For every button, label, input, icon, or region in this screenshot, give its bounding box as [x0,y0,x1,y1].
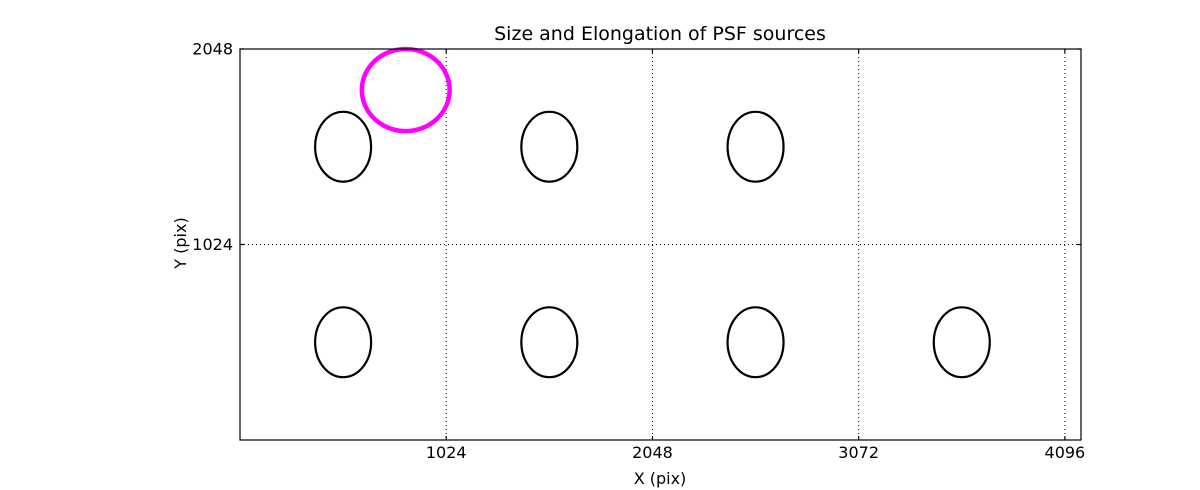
x-axis-label: X (pix) [634,469,687,488]
x-tick-label: 1024 [426,443,467,462]
reference-ellipse [359,46,452,134]
psf-source-ellipse [726,306,785,379]
x-tick-label: 3072 [838,443,879,462]
y-tick-label: 1024 [192,235,233,254]
y-tick-label: 2048 [192,40,233,59]
psf-source-ellipse [314,110,373,183]
psf-source-ellipse [520,306,579,379]
psf-source-ellipse [314,306,373,379]
psf-source-ellipse [932,306,991,379]
psf-source-ellipse [726,110,785,183]
x-tick-label: 2048 [632,443,673,462]
psf-source-ellipse [520,110,579,183]
tick-labels-layer: 1024 2048 3072 4096 1024 2048 [192,40,1085,463]
chart-title: Size and Elongation of PSF sources [494,23,826,45]
plot-frame [239,48,1082,441]
y-axis-label: Y (pix) [171,217,190,269]
x-tick-label: 4096 [1045,443,1086,462]
